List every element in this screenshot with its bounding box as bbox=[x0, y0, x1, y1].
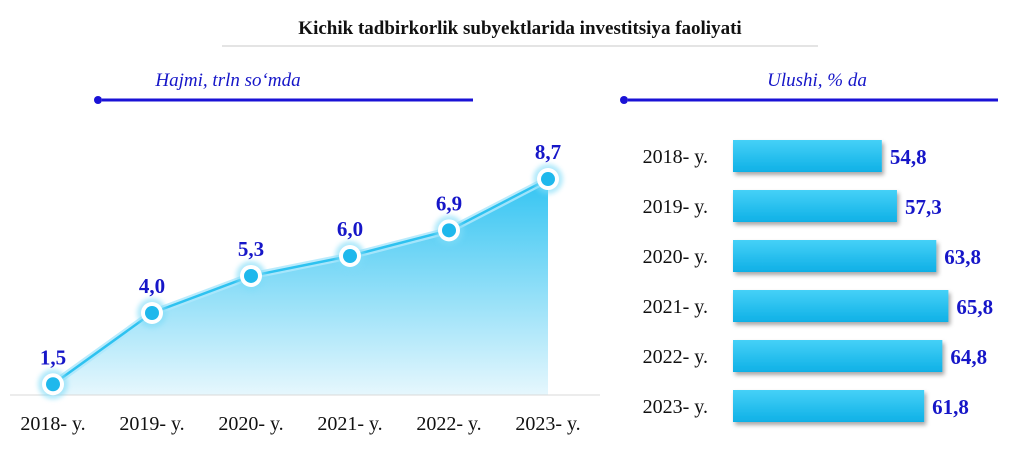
bar-category-label: 2020- y. bbox=[643, 246, 708, 268]
area-point-core bbox=[343, 249, 357, 263]
bar-value-label: 54,8 bbox=[890, 145, 927, 169]
bar-category-label: 2021- y. bbox=[643, 296, 708, 318]
bar bbox=[733, 290, 949, 322]
area-value-label: 6,9 bbox=[436, 191, 462, 215]
area-point-core bbox=[145, 306, 159, 320]
area-x-tick-label: 2020- y. bbox=[218, 413, 283, 435]
area-chart bbox=[50, 175, 550, 395]
area-point-core bbox=[442, 223, 456, 238]
area-line bbox=[52, 177, 549, 386]
area-point-core bbox=[244, 268, 258, 283]
area-value-label: 5,3 bbox=[238, 237, 264, 261]
area-x-tick-labels: 2018- y. 2019- y. 2020- y. 2021- y. 2022- y.… bbox=[20, 413, 580, 435]
bar-value-label: 57,3 bbox=[905, 195, 942, 219]
area-value-label: 1,5 bbox=[40, 345, 66, 369]
bar bbox=[733, 240, 937, 272]
area-fill bbox=[53, 179, 548, 395]
bar bbox=[733, 140, 882, 172]
bar-category-label: 2019- y. bbox=[643, 196, 708, 218]
area-point bbox=[38, 369, 68, 400]
bar bbox=[733, 190, 897, 222]
right-rule-arrow-dot bbox=[620, 96, 628, 104]
left-chart-title: Hajmi, trln so‘mda bbox=[154, 70, 300, 91]
left-rule-arrow-dot bbox=[94, 96, 102, 104]
bar bbox=[733, 340, 943, 372]
bar-value-label: 61,8 bbox=[932, 395, 969, 419]
area-point bbox=[335, 241, 365, 271]
area-point bbox=[434, 215, 464, 246]
bar-value-label: 63,8 bbox=[944, 245, 981, 269]
bar-category-label: 2023- y. bbox=[643, 396, 708, 418]
bar bbox=[733, 390, 925, 422]
area-point bbox=[137, 298, 167, 328]
bar-value-label: 65,8 bbox=[956, 295, 993, 319]
area-x-tick-label: 2018- y. bbox=[20, 413, 85, 435]
area-value-label: 6,0 bbox=[337, 217, 363, 241]
area-x-tick-label: 2023- y. bbox=[515, 413, 580, 435]
bar-category-label: 2018- y. bbox=[643, 146, 708, 168]
area-x-tick-label: 2019- y. bbox=[119, 413, 184, 435]
area-point bbox=[236, 260, 266, 291]
page-title: Kichik tadbirkorlik subyektlarida invest… bbox=[298, 18, 741, 39]
area-point-core bbox=[541, 172, 555, 187]
right-chart-title: Ulushi, % da bbox=[767, 70, 867, 91]
area-value-label: 8,7 bbox=[535, 140, 561, 164]
area-point bbox=[533, 164, 563, 195]
bar-category-label: 2022- y. bbox=[643, 346, 708, 368]
bar-value-label: 64,8 bbox=[950, 345, 987, 369]
area-point-core bbox=[46, 377, 60, 392]
bar-chart: 2018- y. 54,8 2019- y. 57,3 2020- y. 63,8 2021… bbox=[643, 140, 993, 422]
area-value-label: 4,0 bbox=[139, 274, 165, 298]
area-x-tick-label: 2022- y. bbox=[416, 413, 481, 435]
area-points: 1,5 4,0 5,3 6,0 6,9 8,7 bbox=[38, 140, 563, 400]
area-x-tick-label: 2021- y. bbox=[317, 413, 382, 435]
